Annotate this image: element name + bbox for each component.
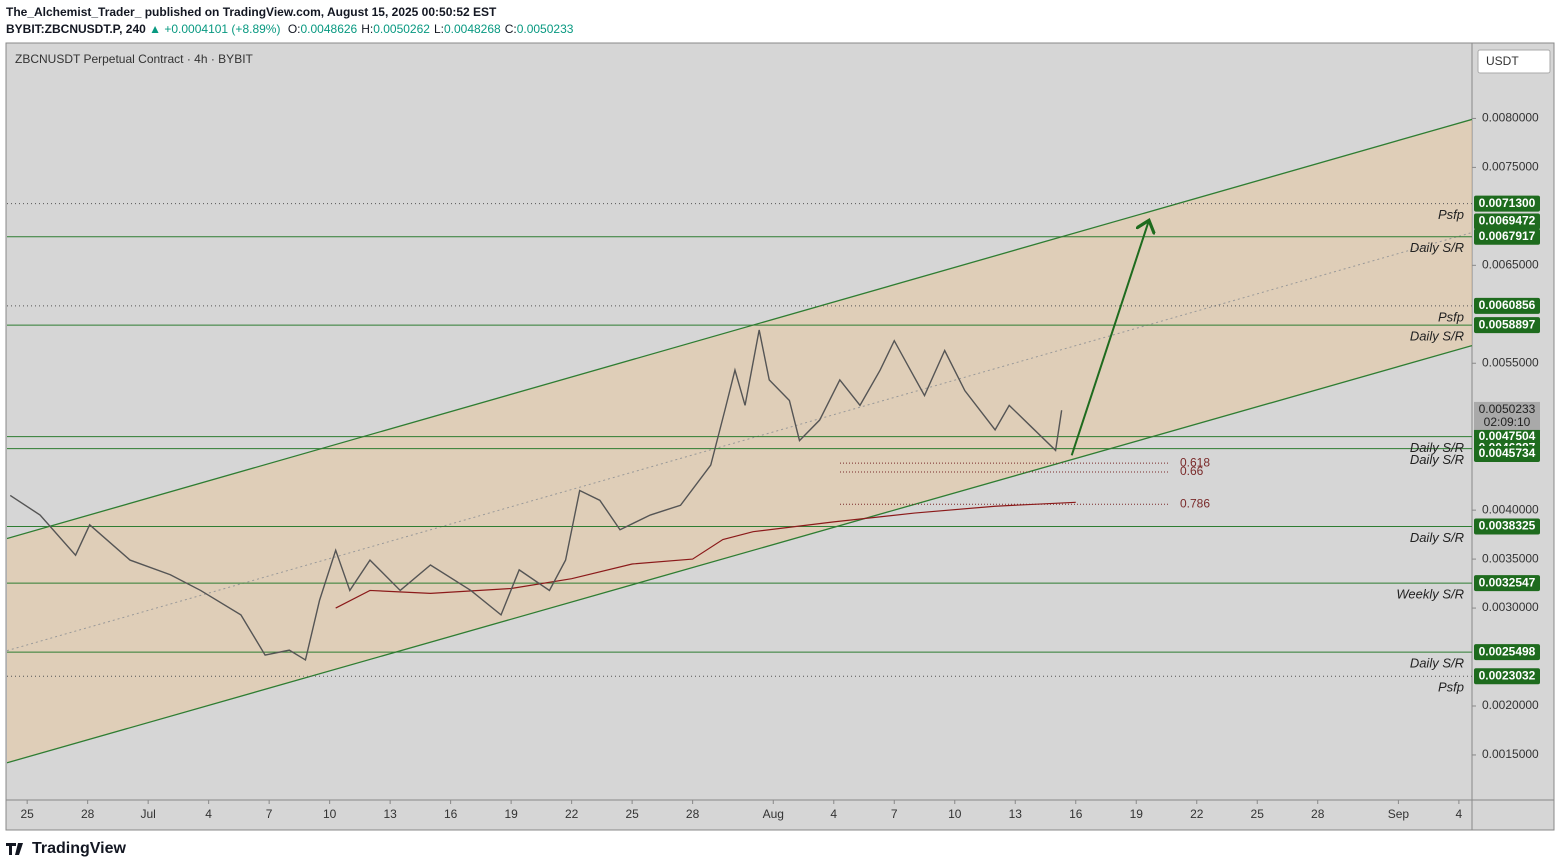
ohlc-value: 0.0048268 <box>443 22 501 36</box>
ohlc-label: C: <box>504 22 517 36</box>
level-tag <box>1474 668 1540 685</box>
x-tick-label: 13 <box>1009 807 1023 821</box>
level-price: 0.0060856 <box>1479 298 1536 312</box>
level-note: Daily S/R <box>1410 329 1464 344</box>
channel-mid <box>7 232 1472 652</box>
y-tick-label: 0.0055000 <box>1482 355 1539 369</box>
level-price: 0.0025498 <box>1479 644 1536 658</box>
level-price: 0.0038325 <box>1479 519 1536 533</box>
level-tag <box>1474 445 1540 462</box>
level-tag <box>1474 228 1540 245</box>
fib-label: 0.786 <box>1180 496 1210 510</box>
quote-line: BYBIT:ZBCNUSDT.P, 240 ▲ +0.0004101 (+8.8… <box>6 22 573 36</box>
ohlc-label: L: <box>433 22 444 36</box>
byline-text: The_Alchemist_Trader_ published on Tradi… <box>6 5 497 19</box>
brand-logo <box>6 843 23 855</box>
fib-label: 0.618 <box>1180 455 1210 469</box>
y-tick-label: 0.0075000 <box>1482 160 1539 174</box>
level-price: 0.0071300 <box>1479 196 1536 210</box>
x-tick-label: 13 <box>383 807 397 821</box>
plot <box>7 118 1472 764</box>
x-tick-label: 19 <box>1130 807 1144 821</box>
channel-line <box>7 344 1472 764</box>
x-tick-label: Sep <box>1388 807 1410 821</box>
ohlc-label: O: <box>287 22 301 36</box>
x-tick-label: Jul <box>140 807 155 821</box>
y-tick-label: 0.0080000 <box>1482 111 1539 125</box>
level-tag <box>1474 213 1540 230</box>
x-tick-label: 19 <box>504 807 518 821</box>
y-tick-label: 0.0020000 <box>1482 698 1539 712</box>
y-tick-label: 0.0015000 <box>1482 747 1539 761</box>
x-tick-label: 28 <box>686 807 700 821</box>
level-note: Daily S/R <box>1410 656 1464 671</box>
level-note: Psfp <box>1438 680 1464 695</box>
x-tick-label: 25 <box>625 807 639 821</box>
level-note: Psfp <box>1438 309 1464 324</box>
last-price-tag <box>1474 401 1540 430</box>
x-tick-label: 10 <box>323 807 337 821</box>
y-tick-label: 0.0065000 <box>1482 257 1539 271</box>
level-tag <box>1474 195 1540 212</box>
level-price: 0.0047504 <box>1479 429 1536 443</box>
byline: The_Alchemist_Trader_ published on Tradi… <box>6 5 496 19</box>
ohlc-value: 0.0048626 <box>300 22 358 36</box>
fib-label: 0.66 <box>1180 464 1204 478</box>
x-tick-label: 4 <box>1456 807 1463 821</box>
level-price: 0.0045734 <box>1479 446 1536 460</box>
x-tick-label: 7 <box>891 807 898 821</box>
price-line <box>9 329 1063 662</box>
x-tick-label: 28 <box>81 807 95 821</box>
level-price: 0.0032547 <box>1479 575 1536 589</box>
channel-line <box>7 118 1472 540</box>
level-tag <box>1474 317 1540 334</box>
level-note: Daily S/R <box>1410 440 1464 455</box>
y-tick-label: 0.0035000 <box>1482 551 1539 565</box>
y-tick-label: 0.0030000 <box>1482 600 1539 614</box>
x-tick-label: 25 <box>20 807 34 821</box>
level-note: Weekly S/R <box>1396 587 1464 602</box>
level-price: 0.0067917 <box>1479 229 1536 243</box>
level-price: 0.0058897 <box>1479 317 1536 331</box>
x-tick-label: Aug <box>763 807 784 821</box>
y-tick-label: 0.0040000 <box>1482 502 1539 516</box>
last-price: 0.0050233 <box>1479 402 1536 416</box>
x-tick-label: 22 <box>565 807 579 821</box>
vwap-line <box>335 501 1076 609</box>
level-note: Daily S/R <box>1410 530 1464 545</box>
level-price: 0.0023032 <box>1479 668 1536 682</box>
x-tick-label: 16 <box>1069 807 1083 821</box>
level-note: Daily S/R <box>1410 452 1464 467</box>
x-tick-label: 10 <box>948 807 962 821</box>
level-price: 0.0069472 <box>1479 214 1536 228</box>
brand: TradingView <box>32 840 127 857</box>
x-tick-label: 4 <box>205 807 212 821</box>
projection-arrow <box>1070 222 1149 456</box>
x-tick-label: 25 <box>1251 807 1265 821</box>
ohlc-label: H: <box>361 22 374 36</box>
ohlc-value: 0.0050262 <box>373 22 430 36</box>
level-note: Psfp <box>1438 207 1464 222</box>
symbol: BYBIT:ZBCNUSDT.P, 240 <box>6 22 146 36</box>
level-tag <box>1474 644 1540 661</box>
x-tick-label: 7 <box>266 807 273 821</box>
level-tag <box>1474 297 1540 314</box>
level-note: Daily S/R <box>1410 240 1464 255</box>
chart-title: ZBCNUSDT Perpetual Contract · 4h · BYBIT <box>15 52 254 66</box>
change: ▲ +0.0004101 (+8.89%) <box>149 22 281 36</box>
currency: USDT <box>1486 54 1519 68</box>
level-tag <box>1474 575 1540 592</box>
x-tick-label: 22 <box>1190 807 1204 821</box>
currency-button[interactable] <box>1477 49 1551 74</box>
x-tick-label: 16 <box>444 807 458 821</box>
ohlc-value: 0.0050233 <box>516 22 574 36</box>
x-tick-label: 4 <box>830 807 837 821</box>
countdown: 02:09:10 <box>1484 415 1531 429</box>
level-tag <box>1474 518 1540 535</box>
x-tick-label: 28 <box>1311 807 1325 821</box>
